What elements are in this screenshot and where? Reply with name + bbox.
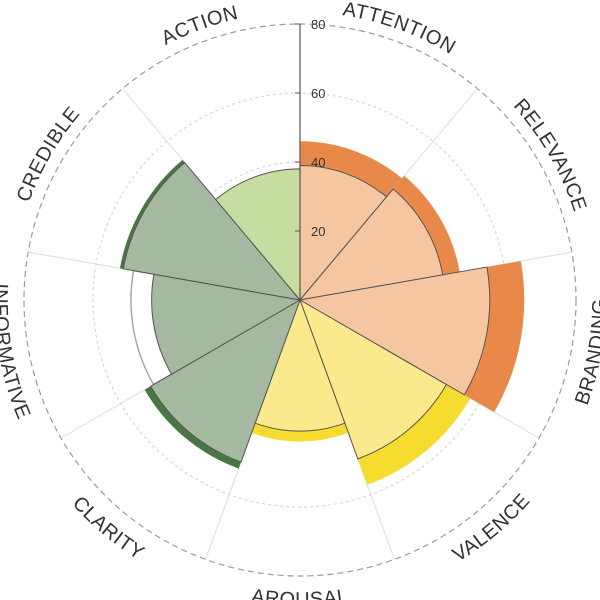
radial-tick-label: 80: [311, 17, 325, 32]
inner-wedge-clarity[interactable]: [149, 298, 301, 463]
radial-tick-label: 60: [311, 86, 325, 101]
inner-wedge-credible[interactable]: [122, 161, 302, 301]
inner-wedge-informative[interactable]: [151, 273, 302, 375]
outer-wedge-informative[interactable]: [130, 269, 303, 386]
category-label-arousal: AROUSAL: [250, 585, 350, 600]
radial-tick-label: 40: [311, 155, 325, 170]
inner-wedge-branding[interactable]: [298, 266, 491, 396]
radial-tick-label: 20: [311, 224, 325, 239]
inner-wedge-relevance[interactable]: [298, 188, 444, 301]
inner-series: [122, 161, 491, 463]
category-label-clarity: CLARITY: [68, 492, 148, 564]
category-label-attention: ATTENTION: [341, 0, 459, 59]
inner-wedge-arousal[interactable]: [254, 298, 346, 432]
inner-wedge-attention[interactable]: [299, 164, 388, 302]
category-label-relevance: RELEVANCE: [509, 95, 591, 215]
category-label-credible: CREDIBLE: [13, 103, 85, 205]
radial-axis: 20 40 60 80: [295, 17, 325, 300]
category-label-valence: VALENCE: [449, 490, 535, 567]
inner-wedge-valence[interactable]: [299, 298, 448, 460]
inner-wedge-action[interactable]: [215, 168, 301, 302]
category-label-action: ACTION: [158, 2, 240, 50]
